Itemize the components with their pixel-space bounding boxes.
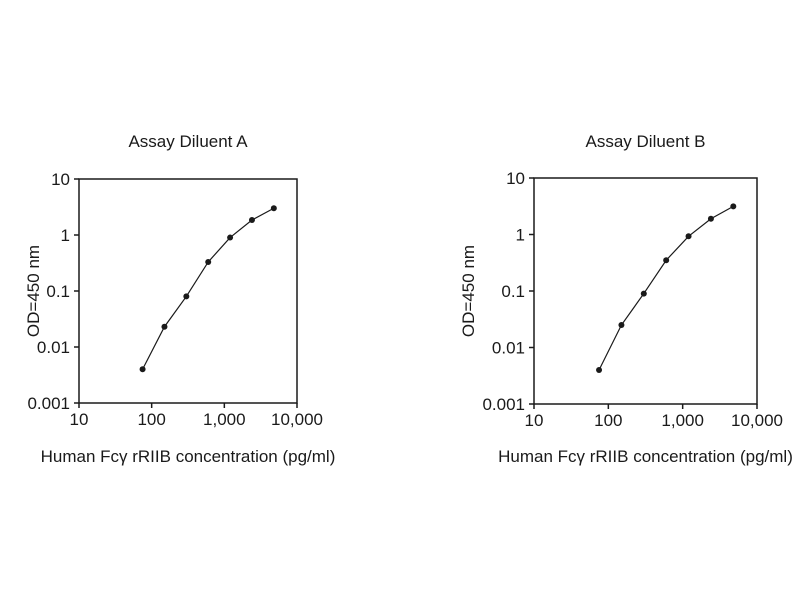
data-point-marker: [663, 257, 670, 264]
data-point-marker: [270, 205, 277, 212]
x-axis-tick-label: 100: [594, 411, 622, 430]
data-point-marker: [139, 366, 146, 373]
y-axis-tick-label: 10: [51, 170, 70, 189]
data-point-marker: [248, 217, 255, 224]
y-axis-tick-label: 0.01: [492, 339, 525, 358]
chart-a-title: Assay Diluent A: [128, 132, 248, 151]
x-axis-tick-label: 100: [137, 410, 165, 429]
x-axis-tick-label: 10,000: [731, 411, 783, 430]
data-point-marker: [205, 258, 212, 265]
data-point-marker: [707, 215, 714, 222]
y-axis-tick-label: 1: [61, 226, 70, 245]
x-axis-tick-label: 10: [525, 411, 544, 430]
y-axis-tick-label: 0.01: [37, 338, 70, 357]
chart-b-title: Assay Diluent B: [585, 132, 706, 151]
y-axis-tick-label: 0.1: [501, 282, 525, 301]
y-axis-tick-label: 1: [516, 226, 525, 245]
y-axis-tick-label: 0.001: [27, 394, 70, 413]
data-point-marker: [161, 323, 168, 330]
standard-curve-line: [142, 207, 275, 370]
y-axis-tick-label: 10: [506, 169, 525, 188]
x-axis-tick-label: 10,000: [271, 410, 323, 429]
data-point-marker: [618, 322, 625, 329]
data-point-marker: [183, 293, 190, 300]
data-point-marker: [227, 234, 234, 241]
chart-a-x-axis-label: Human Fcγ rRIIB concentration (pg/ml): [40, 447, 336, 466]
data-point-marker: [596, 366, 603, 373]
data-point-marker: [730, 203, 737, 210]
data-point-marker: [640, 290, 647, 297]
x-axis-tick-label: 1,000: [661, 411, 704, 430]
chart-b-plot: 10 100 1,000 10,000 10 1 0.1 0.01 0.001: [482, 169, 783, 430]
y-axis-tick-label: 0.1: [46, 282, 70, 301]
plot-frame: [78, 178, 298, 404]
chart-b-x-axis-label: Human Fcγ rRIIB concentration (pg/ml): [498, 447, 793, 466]
y-axis-tick-label: 0.001: [482, 395, 525, 414]
data-point-marker: [685, 233, 692, 240]
chart-a-plot: 10 100 1,000 10,000 10 1 0.1 0.01 0.001: [27, 170, 323, 429]
standard-curve-line: [598, 205, 734, 371]
x-axis-tick-label: 1,000: [203, 410, 246, 429]
x-axis-tick-label: 10: [70, 410, 89, 429]
